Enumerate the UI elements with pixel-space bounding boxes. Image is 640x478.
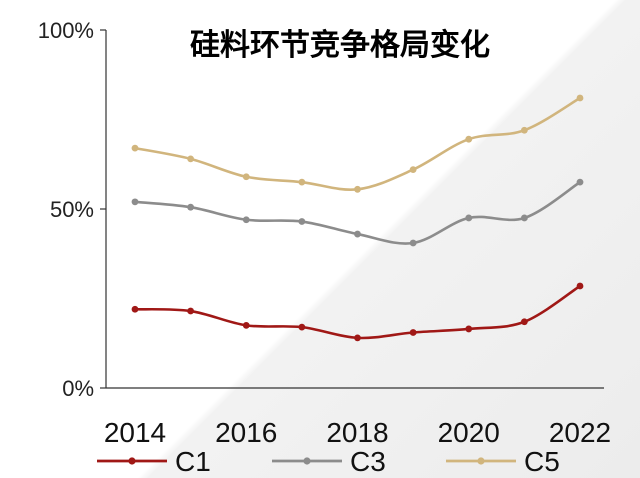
data-point (465, 325, 473, 333)
data-point (409, 166, 417, 174)
y-tick-label: 100% (38, 18, 94, 43)
x-tick-label: 2022 (549, 417, 611, 448)
data-point (520, 126, 528, 134)
legend-label: C1 (175, 446, 211, 477)
data-point (576, 282, 584, 290)
y-tick-label: 50% (50, 197, 94, 222)
series-line-c5 (134, 96, 581, 191)
data-point (354, 185, 361, 193)
series-c3 (131, 178, 584, 247)
data-point (242, 173, 250, 181)
legend-swatch-marker (303, 457, 311, 465)
data-point (298, 218, 306, 225)
data-point (131, 198, 139, 206)
legend-item-c3: C3 (272, 446, 386, 477)
data-point (131, 144, 139, 152)
legend-label: C5 (524, 446, 560, 477)
series-line-c1 (134, 284, 581, 340)
series-c1 (131, 282, 584, 342)
data-point (187, 203, 195, 211)
axes: 0% 50% 100% 2014 2016 2018 2020 2022 (38, 18, 611, 448)
legend-item-c1: C1 (97, 446, 211, 477)
data-point (242, 321, 250, 329)
legend-label: C3 (350, 446, 386, 477)
data-point (298, 178, 306, 186)
data-point (465, 135, 473, 143)
x-tick-label: 2018 (326, 417, 388, 448)
legend-swatch-marker (128, 457, 136, 465)
y-tick-label: 0% (62, 376, 94, 401)
data-point (409, 329, 417, 336)
data-point (576, 178, 584, 186)
data-point (298, 323, 306, 331)
legend-swatch-marker (477, 457, 485, 465)
data-point (354, 230, 361, 238)
chart-title: 硅料环节竞争格局变化 (190, 28, 490, 63)
data-point (187, 307, 195, 315)
series-c5 (131, 94, 584, 193)
data-point (131, 305, 139, 313)
data-point (576, 94, 584, 102)
plot-area (131, 94, 584, 342)
data-point (520, 318, 528, 326)
data-point (409, 239, 417, 247)
data-point (242, 216, 250, 224)
legend: C1 C3 C5 (97, 446, 560, 477)
x-tick-label: 2016 (215, 417, 277, 448)
x-tick-label: 2020 (438, 417, 500, 448)
data-point (520, 214, 528, 222)
data-point (187, 155, 195, 163)
x-tick-label: 2014 (104, 417, 166, 448)
data-point (465, 214, 473, 222)
legend-item-c5: C5 (446, 446, 560, 477)
data-point (354, 334, 361, 342)
